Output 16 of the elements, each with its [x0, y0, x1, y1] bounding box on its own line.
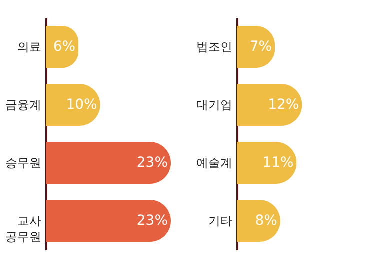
- data-label: 10%: [66, 97, 98, 113]
- data-label: 23%: [136, 213, 168, 229]
- data-label: 8%: [255, 213, 278, 229]
- data-label: 23%: [136, 155, 168, 171]
- y-tick-label: 예술계: [196, 156, 232, 170]
- data-label: 12%: [268, 97, 300, 113]
- data-label: 11%: [262, 155, 294, 171]
- y-tick-label: 기타: [208, 214, 232, 228]
- y-tick-label: 대기업: [196, 98, 232, 112]
- y-tick-label: 교사 공무원: [6, 214, 42, 244]
- data-label: 7%: [250, 39, 272, 55]
- y-tick-label: 의료: [18, 40, 42, 54]
- data-label: 6%: [53, 39, 76, 55]
- y-tick-label: 법조인: [196, 40, 232, 54]
- y-tick-label: 승무원: [6, 156, 42, 170]
- y-tick-label: 금융계: [6, 98, 42, 112]
